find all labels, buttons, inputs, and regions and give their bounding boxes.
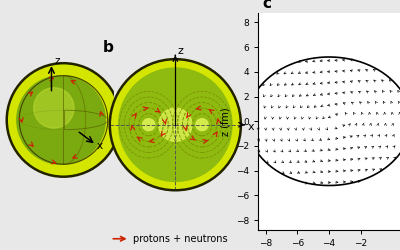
Y-axis label: z (fm): z (fm) xyxy=(220,107,230,136)
Circle shape xyxy=(7,63,120,177)
Text: c: c xyxy=(263,0,272,10)
Circle shape xyxy=(159,108,192,142)
Text: x: x xyxy=(248,122,254,132)
Circle shape xyxy=(119,68,232,182)
Circle shape xyxy=(142,118,155,131)
Text: z: z xyxy=(54,56,60,66)
Text: protons + neutrons: protons + neutrons xyxy=(133,234,228,244)
Circle shape xyxy=(34,88,74,128)
Circle shape xyxy=(196,118,208,131)
Text: z: z xyxy=(178,46,184,56)
Circle shape xyxy=(110,59,241,190)
Circle shape xyxy=(17,76,105,164)
Text: x: x xyxy=(97,141,103,151)
Text: b: b xyxy=(103,40,114,56)
